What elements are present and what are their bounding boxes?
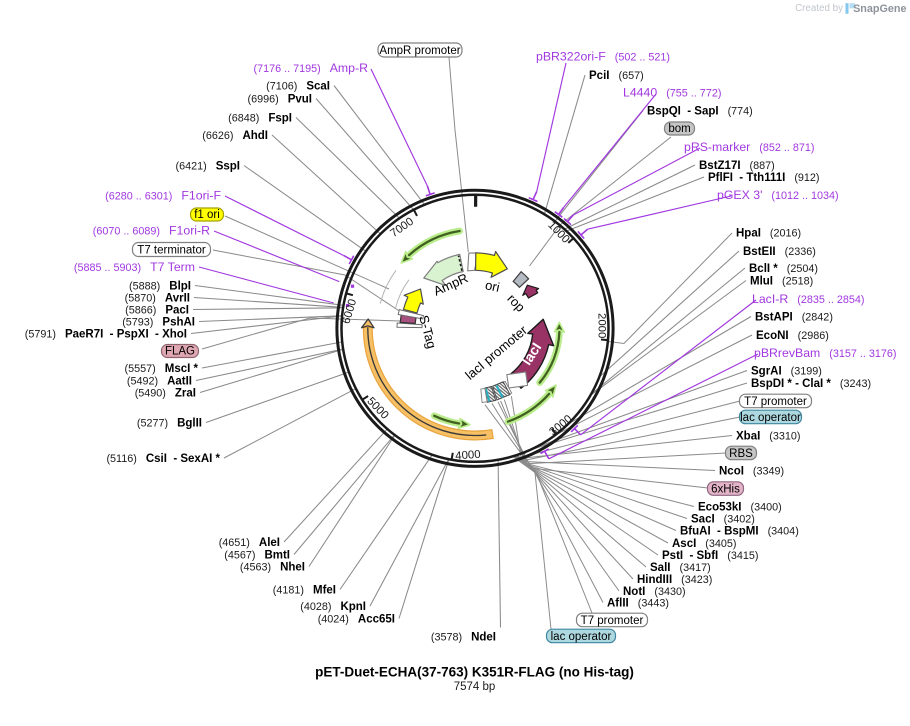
svg-text:BstAPI (2842): BstAPI (2842) bbox=[755, 312, 833, 324]
svg-text:(5791) PaeR7I - PspXI - Xh: (5791) PaeR7I - PspXI - XhoI bbox=[25, 329, 187, 341]
svg-text:RBS: RBS bbox=[729, 448, 753, 460]
svg-text:NotI (3430): NotI (3430) bbox=[623, 586, 686, 598]
svg-text:(5492) AatII: (5492) AatII bbox=[127, 376, 192, 388]
svg-text:L4440 (755 .. 772): L4440 (755 .. 772) bbox=[623, 86, 721, 100]
svg-text:SalI (3417): SalI (3417) bbox=[650, 562, 711, 574]
svg-text:(5116) CsiI - SexAI *: (5116) CsiI - SexAI * bbox=[106, 453, 220, 465]
svg-text:(5277) BglII: (5277) BglII bbox=[137, 418, 202, 430]
svg-text:MluI (2518): MluI (2518) bbox=[750, 276, 813, 288]
svg-text:BspQI - SapI (774): BspQI - SapI (774) bbox=[647, 106, 753, 118]
svg-text:(4563) NheI: (4563) NheI bbox=[240, 562, 305, 574]
svg-text:SacI (3402): SacI (3402) bbox=[691, 514, 755, 526]
svg-text:(4567) BmtI: (4567) BmtI bbox=[224, 550, 290, 562]
svg-text:(5490) ZraI: (5490) ZraI bbox=[135, 388, 196, 400]
svg-text:6xHis: 6xHis bbox=[711, 483, 740, 495]
svg-text:lac operator: lac operator bbox=[551, 631, 612, 643]
svg-text:Eco53kI (3400): Eco53kI (3400) bbox=[698, 502, 782, 514]
svg-text:(3578) NdeI: (3578) NdeI bbox=[431, 632, 496, 644]
svg-text:(4651) AleI: (4651) AleI bbox=[219, 537, 280, 549]
svg-text:AmpR promoter: AmpR promoter bbox=[379, 45, 460, 57]
svg-text:(4024) Acc65I: (4024) Acc65I bbox=[318, 614, 395, 626]
svg-text:(6626) AhdI: (6626) AhdI bbox=[202, 130, 268, 142]
svg-text:FLAG: FLAG bbox=[165, 346, 195, 358]
svg-text:(6848) FspI: (6848) FspI bbox=[228, 113, 292, 125]
svg-text:AscI (3405): AscI (3405) bbox=[672, 538, 737, 550]
svg-text:Created by: Created by bbox=[795, 3, 843, 14]
svg-text:(5888) BlpI: (5888) BlpI bbox=[129, 281, 191, 293]
svg-text:(6070 .. 6089) F1ori-R: (6070 .. 6089) F1ori-R bbox=[93, 224, 210, 238]
svg-text:(7176 .. 7195) Amp-R: (7176 .. 7195) Amp-R bbox=[254, 61, 369, 75]
svg-text:(4181) MfeI: (4181) MfeI bbox=[273, 585, 336, 597]
svg-text:BstEII (2336): BstEII (2336) bbox=[743, 246, 816, 258]
svg-text:EcoNI (2986): EcoNI (2986) bbox=[756, 330, 829, 342]
svg-text:f1 ori: f1 ori bbox=[194, 209, 220, 221]
svg-text:pET-Duet-ECHA(37-763) K351R-FL: pET-Duet-ECHA(37-763) K351R-FLAG (no His… bbox=[315, 665, 634, 680]
svg-text:XbaI (3310): XbaI (3310) bbox=[736, 431, 801, 443]
svg-text:4000: 4000 bbox=[455, 449, 481, 463]
svg-text:LacI-R (2835 .. 2854): LacI-R (2835 .. 2854) bbox=[752, 292, 864, 306]
svg-text:(5866) PacI: (5866) PacI bbox=[125, 305, 189, 317]
svg-text:PflFI - Tth111I (912): PflFI - Tth111I (912) bbox=[708, 172, 820, 184]
svg-text:SgrAI (3199): SgrAI (3199) bbox=[751, 366, 822, 378]
svg-text:lac operator: lac operator bbox=[740, 412, 801, 424]
svg-text:NcoI (3349): NcoI (3349) bbox=[719, 466, 784, 478]
svg-text:(6280 .. 6301) F1ori-F: (6280 .. 6301) F1ori-F bbox=[105, 189, 221, 203]
svg-text:(4028) KpnI: (4028) KpnI bbox=[300, 601, 366, 613]
svg-text:BclI * (2504): BclI * (2504) bbox=[749, 263, 818, 275]
svg-text:(5885 .. 5903) T7 Term: (5885 .. 5903) T7 Term bbox=[74, 260, 195, 274]
svg-text:(7106) ScaI: (7106) ScaI bbox=[266, 81, 330, 93]
svg-text:PstI - SbfI (3415): PstI - SbfI (3415) bbox=[662, 550, 758, 562]
svg-text:AflII (3443): AflII (3443) bbox=[607, 598, 669, 610]
svg-text:(6996) PvuI: (6996) PvuI bbox=[247, 94, 312, 106]
svg-text:BstZ17I (887): BstZ17I (887) bbox=[699, 160, 775, 172]
svg-text:pGEX 3' (1012 .. 1034): pGEX 3' (1012 .. 1034) bbox=[717, 188, 839, 202]
svg-text:BspDI * - ClaI * (3243): BspDI * - ClaI * (3243) bbox=[751, 378, 871, 390]
svg-text:PciI (657): PciI (657) bbox=[589, 70, 644, 82]
svg-text:(5557) MscI *: (5557) MscI * bbox=[125, 363, 199, 375]
svg-text:2000: 2000 bbox=[596, 313, 608, 338]
svg-text:pBRrevBam (3157 .. 3176): pBRrevBam (3157 .. 3176) bbox=[754, 346, 897, 360]
svg-text:HindIII (3423): HindIII (3423) bbox=[637, 574, 712, 586]
svg-text:(6421) SspI: (6421) SspI bbox=[175, 161, 240, 173]
svg-text:bom: bom bbox=[668, 123, 690, 135]
svg-text:(5793) PshAI: (5793) PshAI bbox=[122, 317, 195, 329]
svg-text:HpaI (2016): HpaI (2016) bbox=[736, 228, 801, 240]
svg-text:T7 promoter: T7 promoter bbox=[744, 396, 807, 408]
svg-text:pBR322ori-F (502 .. 521): pBR322ori-F (502 .. 521) bbox=[536, 50, 670, 64]
svg-text:SnapGene: SnapGene bbox=[853, 3, 906, 15]
svg-text:BfuAI - BspMI (3404): BfuAI - BspMI (3404) bbox=[680, 526, 799, 538]
svg-text:7574 bp: 7574 bp bbox=[454, 681, 496, 693]
svg-text:T7 terminator: T7 terminator bbox=[137, 245, 206, 257]
svg-text:pRS-marker (852 .. 871): pRS-marker (852 .. 871) bbox=[684, 140, 815, 154]
svg-text:(5870) AvrII: (5870) AvrII bbox=[125, 293, 190, 305]
svg-text:T7 promoter: T7 promoter bbox=[581, 615, 644, 627]
